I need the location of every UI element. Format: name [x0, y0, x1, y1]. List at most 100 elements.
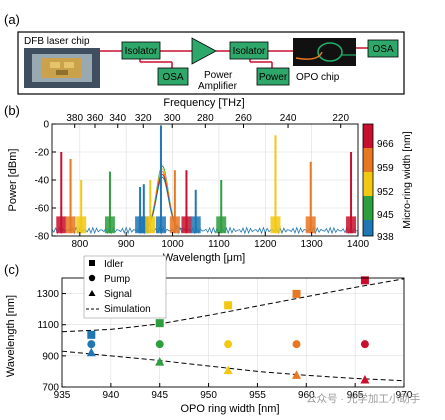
x-tick-label: 965: [347, 390, 364, 401]
colorbar: [362, 123, 374, 237]
opo-chip-label: OPO chip: [296, 72, 340, 83]
y-axis-label: Power [dBm]: [7, 149, 19, 212]
panel-a-frame: [17, 31, 405, 95]
panel-b-label: (b): [4, 103, 20, 118]
osa-2-box: [367, 39, 399, 58]
c-x-axis-label: OPO ring width [nm]: [180, 403, 279, 415]
y-tick-label: 700: [42, 383, 59, 394]
spectrum-peak-base: [270, 216, 281, 234]
x-tick-label: 960: [298, 390, 315, 401]
x-tick-label: 950: [200, 390, 217, 401]
legend-triangle-icon: [88, 290, 96, 296]
signal-point: [360, 374, 370, 384]
spectrum-peak-base: [76, 216, 87, 234]
signal-point: [155, 357, 165, 366]
y-tick-label: -20: [35, 148, 50, 159]
x-tick-label: 955: [249, 390, 266, 401]
y-tick-label: -40: [35, 176, 50, 187]
x-tick-label: 945: [151, 390, 168, 401]
x-tick-label: 970: [396, 390, 413, 401]
spectrum-peak-base: [216, 216, 227, 234]
idler-point: [155, 319, 164, 328]
y-tick-label: 1100: [37, 320, 59, 331]
x2-tick-label: 260: [235, 113, 252, 124]
legend-circle-icon: [88, 274, 96, 282]
x-tick-label: 1400: [347, 239, 370, 250]
spectrum-peak-base: [181, 216, 192, 234]
legend-idler: Idler: [104, 259, 124, 270]
laser-chip-image: [24, 48, 100, 88]
y-tick-label: 0: [43, 120, 49, 131]
legend: Idler Pump Signal Simulation: [83, 255, 167, 319]
plot-frame: [61, 277, 405, 388]
amplifier-label-1: Power: [204, 70, 233, 81]
optical-path: [100, 47, 368, 68]
colorbar-tick: 945: [377, 210, 394, 221]
x-tick-label: 1100: [208, 239, 230, 250]
x2-tick-label: 380: [66, 113, 83, 124]
idler-point: [292, 289, 301, 298]
x2-tick-label: 240: [280, 113, 297, 124]
isolator-2-box: [229, 41, 269, 60]
x-tick-label: 1300: [301, 239, 324, 250]
pump-point: [87, 340, 96, 349]
spectrum-peak-base: [155, 216, 166, 234]
spectrum-peak-base: [305, 216, 316, 234]
idler-point: [224, 301, 233, 310]
c-y-axis-label: Wavelength [nm]: [5, 295, 17, 377]
spectrum-peak-base: [56, 216, 67, 234]
colorbar-tick: 952: [377, 187, 394, 198]
x-tick-label: 800: [71, 239, 88, 250]
osa-2-label: OSA: [372, 44, 393, 55]
idler-point: [87, 330, 96, 339]
isolator-1-box: [121, 41, 161, 60]
pump-point: [155, 340, 164, 349]
opo-chip-image: [293, 38, 356, 66]
x2-tick-label: 220: [332, 113, 349, 124]
colorbar-tick: 966: [377, 139, 394, 150]
x-tick-label: 935: [54, 390, 71, 401]
signal-point: [292, 370, 302, 379]
isolator-2-label: Isolator: [233, 46, 266, 57]
idler-point: [360, 276, 369, 285]
pump-point: [360, 340, 369, 349]
spectrum-peak-base: [169, 216, 180, 234]
x2-tick-label: 320: [135, 113, 152, 124]
legend-signal: Signal: [104, 289, 132, 300]
power-meter-box: [256, 67, 290, 86]
osa-1-box: [157, 67, 189, 86]
x2-tick-label: 280: [197, 113, 214, 124]
panel-a-label: (a): [4, 12, 20, 27]
x2-tick-label: 360: [87, 113, 104, 124]
spectrum-peak-base: [346, 216, 357, 234]
bottom-axis-label: Wavelength [μm]: [163, 252, 245, 264]
spectrum-peak-base: [104, 216, 115, 234]
spectrum-peak-base: [145, 216, 156, 234]
x-tick-label: 940: [103, 390, 120, 401]
amplifier-label-2: Amplifier: [198, 81, 238, 92]
pump-point: [224, 340, 233, 349]
x-tick-label: 900: [118, 239, 135, 250]
signal-point: [86, 347, 96, 357]
panel-c-label: (c): [4, 262, 19, 277]
colorbar-label: Micro-ring width [nm]: [401, 131, 413, 229]
spectrum-peak-base: [138, 216, 149, 234]
legend-pump: Pump: [104, 274, 131, 285]
y-tick-label: -80: [35, 232, 50, 243]
simulation-curve: [61, 278, 405, 333]
legend-simulation: Simulation: [104, 304, 151, 315]
signal-point: [223, 365, 233, 375]
legend-square-icon: [89, 260, 95, 266]
osa-1-label: OSA: [162, 72, 183, 83]
pump-point: [292, 340, 301, 349]
simulation-curve: [61, 350, 405, 382]
top-axis-label: Frequency [THz]: [163, 97, 244, 109]
colorbar-tick: 959: [377, 163, 394, 174]
x2-tick-label: 340: [109, 113, 126, 124]
power-meter-label: Power: [259, 72, 288, 83]
isolator-1-label: Isolator: [125, 46, 158, 57]
laser-chip-title: DFB laser chip: [24, 36, 90, 47]
spectrum-chart: 800 900 1000 1100 1200 1300 1400 0 -20 -40 -60 -80 3…: [35, 113, 370, 250]
spectrum-peak-base: [65, 216, 76, 234]
